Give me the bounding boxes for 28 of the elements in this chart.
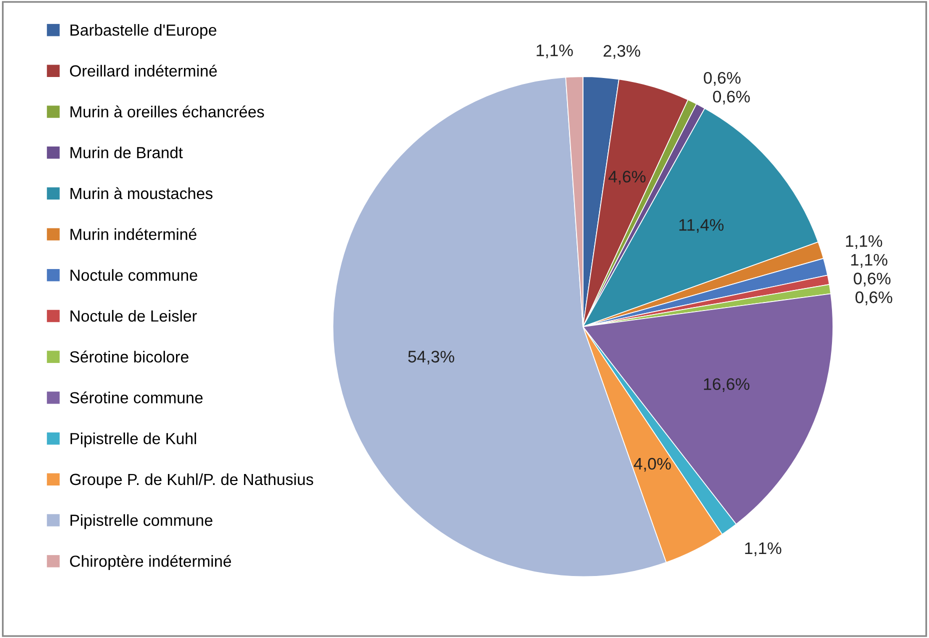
data-label: 4,6% xyxy=(608,170,646,185)
legend-label: Murin indéterminé xyxy=(70,228,196,240)
legend-label: Groupe P. de Kuhl/P. de Nathusius xyxy=(70,473,314,488)
data-label: 54,3% xyxy=(408,350,454,365)
legend-label: Sérotine commune xyxy=(70,391,203,404)
legend-label: Pipistrelle de Kuhl xyxy=(70,432,196,448)
data-label: 0,6% xyxy=(704,72,741,86)
legend-label: Noctule commune xyxy=(70,269,198,281)
data-label: 1,1% xyxy=(536,44,573,58)
legend-label: Chiroptère indéterminé xyxy=(70,554,232,570)
legend-label: Barbastelle d'Europe xyxy=(70,24,216,39)
data-label: 0,6% xyxy=(854,272,890,286)
data-label: 4,0% xyxy=(634,458,671,472)
data-label: 11,4% xyxy=(679,219,724,233)
data-label: 1,1% xyxy=(846,235,882,249)
legend-label: Noctule de Leisler xyxy=(70,310,197,322)
data-label: 0,6% xyxy=(855,291,892,306)
legend-label: Sérotine bicolore xyxy=(70,350,188,363)
legend-label: Oreillard indéterminé xyxy=(70,64,217,77)
legend-label: Murin de Brandt xyxy=(70,146,183,158)
legend-label: Pipistrelle commune xyxy=(70,514,212,530)
data-label: 2,3% xyxy=(604,45,640,59)
data-label: 1,1% xyxy=(745,542,782,556)
legend-label: Murin à oreilles échancrées xyxy=(70,106,264,118)
data-label: 16,6% xyxy=(704,378,750,392)
data-label: 1,1% xyxy=(851,254,888,268)
data-label: 0,6% xyxy=(713,90,750,105)
legend-label: Murin à moustaches xyxy=(70,187,212,200)
